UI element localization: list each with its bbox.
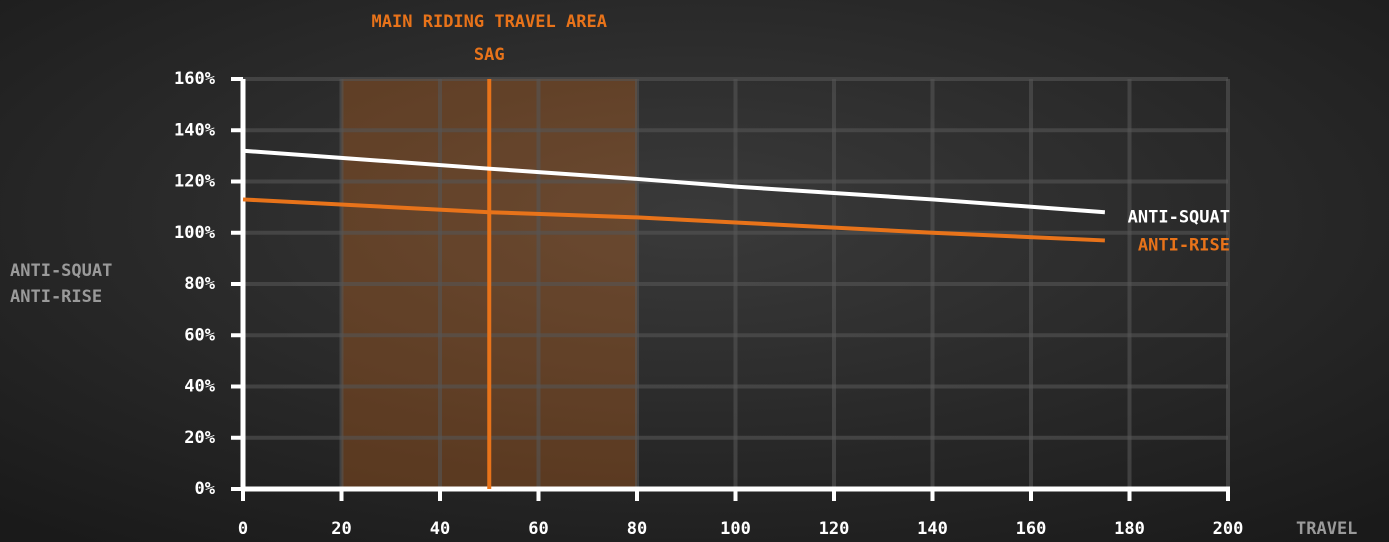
y-tick-label: 20%: [184, 428, 215, 448]
x-tick-label: 100: [720, 519, 751, 539]
x-tick-label: 40: [430, 519, 450, 539]
series-label: ANTI-SQUAT: [1128, 207, 1230, 227]
x-tick-label: 160: [1016, 519, 1047, 539]
series-line: [242, 197, 1105, 243]
y-tick-label: 160%: [174, 69, 216, 89]
x-tick-label: 200: [1213, 519, 1244, 539]
x-tick-label: 180: [1114, 519, 1145, 539]
y-tick-label: 0%: [195, 479, 216, 499]
y-tick-label: 120%: [174, 172, 216, 192]
y-tick-label: 100%: [174, 223, 216, 243]
sag-label: SAG: [474, 45, 505, 65]
x-tick-label: 120: [819, 519, 850, 539]
series-line: [242, 148, 1106, 215]
x-tick-label: 60: [528, 519, 548, 539]
y-tick-label: 40%: [184, 377, 215, 397]
x-tick-label: 80: [627, 519, 647, 539]
x-tick-label: 20: [331, 519, 351, 539]
y-tick-label: 80%: [184, 274, 215, 294]
y-axis-label: ANTI-SQUAT: [10, 261, 112, 281]
x-axis-label: TRAVEL: [1296, 519, 1357, 539]
series-label: ANTI-RISE: [1138, 235, 1230, 255]
x-tick-label: 140: [917, 519, 948, 539]
x-tick-label: 0: [238, 519, 248, 539]
region-label: MAIN RIDING TRAVEL AREA: [372, 12, 607, 32]
y-axis-label: ANTI-RISE: [10, 287, 102, 307]
y-tick-label: 60%: [184, 325, 215, 345]
y-tick-label: 140%: [174, 120, 216, 140]
